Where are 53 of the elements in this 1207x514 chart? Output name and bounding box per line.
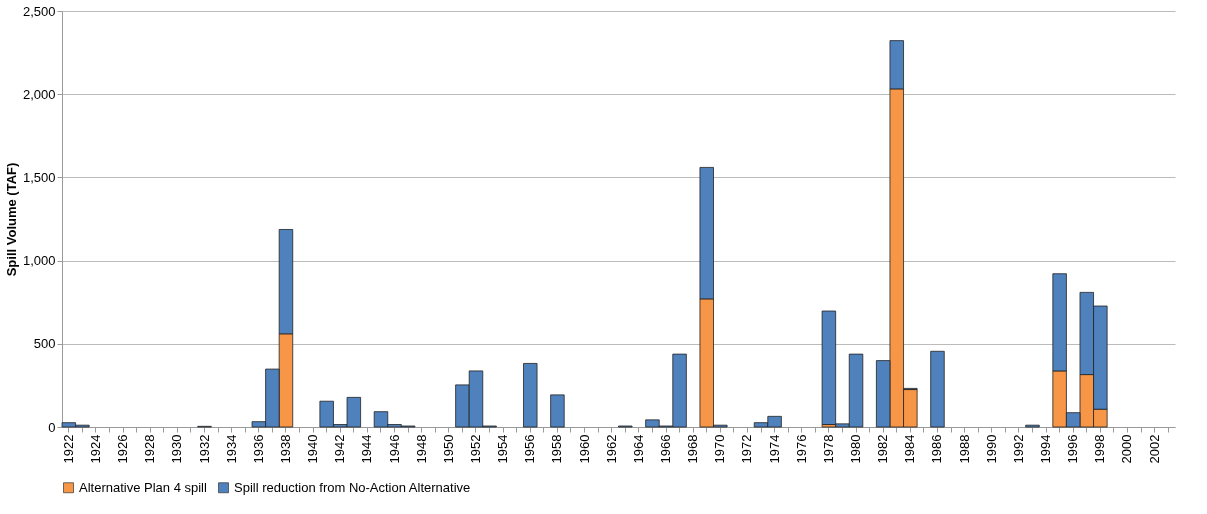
x-tick-label: 1996 [1065,434,1081,464]
x-tick-label: 2000 [1119,434,1135,464]
x-tick-label: 1966 [658,434,674,464]
x-tick-label: 1944 [359,434,375,464]
x-tick-label: 1930 [169,434,185,464]
x-tick-label: 1976 [793,434,809,464]
x-tick-label: 1982 [875,434,891,464]
x-tick-label: 1990 [983,434,999,464]
x-tick-label: 1974 [766,434,782,464]
x-tick-label: 1964 [630,434,646,464]
x-tick-label: 1968 [685,434,701,464]
bar [523,363,538,428]
x-tick-label: 1970 [712,434,728,464]
x-tick-label: 1954 [495,434,511,464]
y-axis-title: Spill Volume (TAF) [3,162,19,277]
y-tick-label: 2,000 [22,86,56,102]
x-tick-label: 1946 [386,434,402,464]
x-tick-label: 1936 [250,434,266,464]
x-tick-label: 1960 [576,434,592,464]
x-tick-label: 1922 [60,434,76,464]
x-tick-label: 1928 [142,434,158,464]
x-tick-label: 1924 [87,434,103,464]
bar [930,350,945,428]
x-tick-label: 1984 [902,434,918,464]
x-tick-label: 1934 [223,434,239,464]
legend-label: Spill reduction from No-Action Alternative [234,479,471,495]
x-tick-label: 1932 [196,434,212,464]
x-tick-label: 1986 [929,434,945,464]
x-tick-label: 1962 [603,434,619,464]
x-tick-label: 1972 [739,434,755,464]
x-tick-label: 1998 [1092,434,1108,464]
x-tick-label: 2002 [1146,434,1162,464]
x-tick-label: 1978 [820,434,836,464]
x-tick-label: 1956 [522,434,538,464]
y-tick-label: 500 [33,336,56,352]
y-tick-label: 2,500 [22,3,56,19]
x-tick-label: 1980 [848,434,864,464]
x-tick-label: 1988 [956,434,972,464]
y-tick-label: 1,500 [22,169,56,185]
x-tick-label: 1942 [332,434,348,464]
x-tick-label: 1958 [549,434,565,464]
x-tick-label: 1926 [115,434,131,464]
y-tick-label: 0 [48,419,56,435]
x-tick-label: 1948 [413,434,429,464]
legend-label: Alternative Plan 4 spill [79,479,208,495]
x-tick-label: 1994 [1038,434,1054,464]
y-tick-label: 1,000 [22,253,56,269]
bar [550,394,565,428]
x-tick-label: 1952 [467,434,483,464]
x-tick-label: 1938 [277,434,293,464]
x-tick-label: 1992 [1010,434,1026,464]
x-tick-label: 1950 [440,434,456,464]
x-tick-label: 1940 [305,434,321,464]
